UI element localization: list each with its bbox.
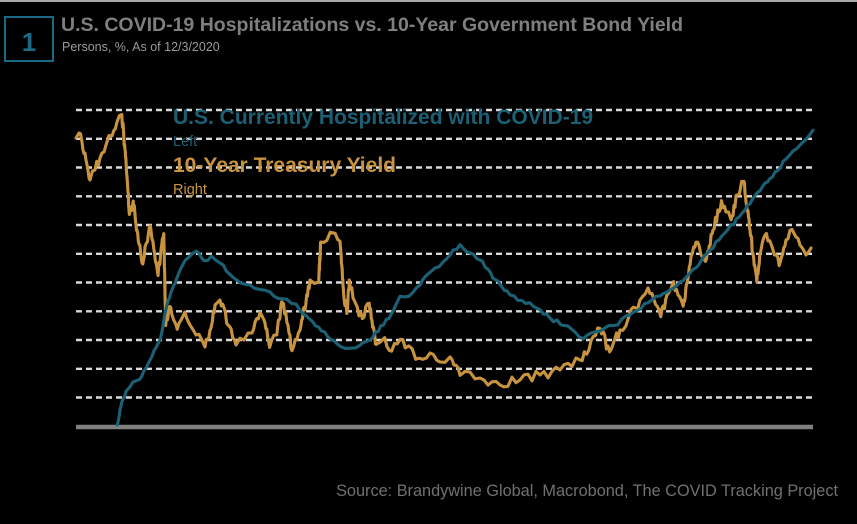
svg-text:U.S. Currently Hospitalized wi: U.S. Currently Hospitalized with COVID-1… <box>173 106 593 129</box>
svg-text:Left: Left <box>173 134 197 150</box>
svg-text:10-Year Treasury Yield: 10-Year Treasury Yield <box>173 154 396 177</box>
svg-text:Right: Right <box>173 182 207 198</box>
